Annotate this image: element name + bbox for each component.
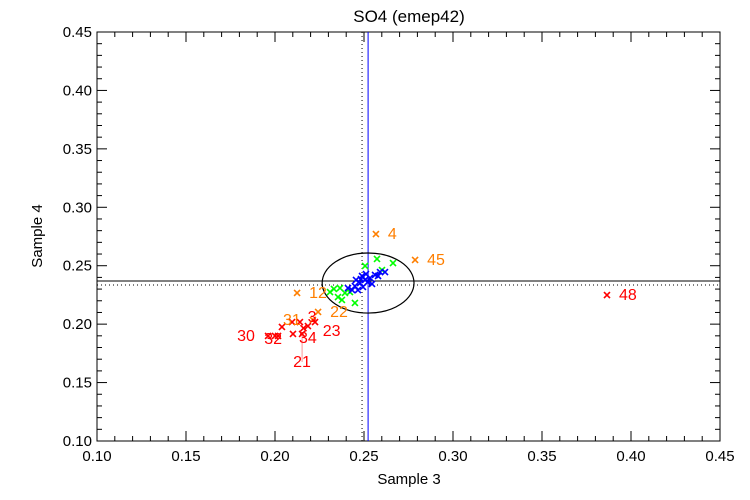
x-tick-label: 0.25 [349, 448, 378, 465]
point-label: 31 [283, 312, 301, 329]
x-tick-label: 0.10 [82, 448, 111, 465]
red-point [296, 318, 304, 326]
confidence-ellipse [321, 252, 415, 314]
x-tick-label: 0.30 [438, 448, 467, 465]
blue-point [359, 283, 367, 291]
point-label: 12 [309, 285, 327, 302]
x-tick-label: 0.20 [260, 448, 289, 465]
red-point [289, 330, 297, 338]
blue-point [364, 278, 372, 286]
x-tick-label: 0.15 [171, 448, 200, 465]
red-point [274, 332, 282, 340]
blue-point [348, 286, 356, 294]
green-point [338, 296, 346, 304]
point-label: 4 [388, 226, 397, 243]
blue-point [368, 280, 376, 288]
red-point [311, 318, 319, 326]
red-point [304, 322, 312, 330]
x-axis-label: Sample 3 [377, 471, 440, 488]
x-tick-label: 0.40 [616, 448, 645, 465]
point-label: 34 [299, 330, 317, 347]
y-tick-label: 0.35 [63, 141, 92, 158]
x-tick-label: 0.35 [527, 448, 556, 465]
orange-point [293, 289, 301, 297]
y-tick-label: 0.20 [63, 316, 92, 333]
blue-point [344, 284, 352, 292]
blue-point [376, 268, 384, 276]
plot-frame [96, 31, 721, 442]
y-tick-label: 0.40 [63, 82, 92, 99]
point-label: 45 [427, 252, 445, 269]
point-label: 32 [264, 331, 282, 348]
point-label: 48 [619, 287, 637, 304]
point-label: 22 [330, 304, 348, 321]
orange-point [411, 256, 419, 264]
red-point [264, 332, 272, 340]
y-tick-label: 0.30 [63, 199, 92, 216]
y-tick-label: 0.15 [63, 375, 92, 392]
red-point [603, 291, 611, 299]
red-point [278, 323, 286, 331]
orange-point [314, 308, 322, 316]
point-label: 30 [237, 328, 255, 345]
y-tick-label: 0.25 [63, 258, 92, 275]
point-label: 23 [323, 323, 341, 340]
blue-point [357, 275, 365, 283]
y-tick-label: 0.45 [63, 24, 92, 41]
x-tick-label: 0.45 [705, 448, 734, 465]
green-point [326, 288, 334, 296]
orange-point [372, 230, 380, 238]
red-point [298, 330, 306, 338]
blue-point [362, 270, 370, 278]
red-point [299, 324, 308, 332]
green-point [361, 262, 369, 270]
y-tick-label: 0.10 [63, 433, 92, 450]
point-label: 3 [308, 309, 317, 326]
point-label: 21 [293, 354, 311, 371]
y-axis-label: Sample 4 [29, 204, 46, 267]
chart-title: SO4 (emep42) [353, 7, 465, 26]
blue-point [354, 286, 362, 294]
red-point [288, 318, 296, 326]
green-point [389, 259, 397, 267]
green-point [336, 284, 344, 292]
blue-point [374, 272, 382, 280]
green-point [351, 299, 359, 307]
green-point [373, 255, 381, 263]
